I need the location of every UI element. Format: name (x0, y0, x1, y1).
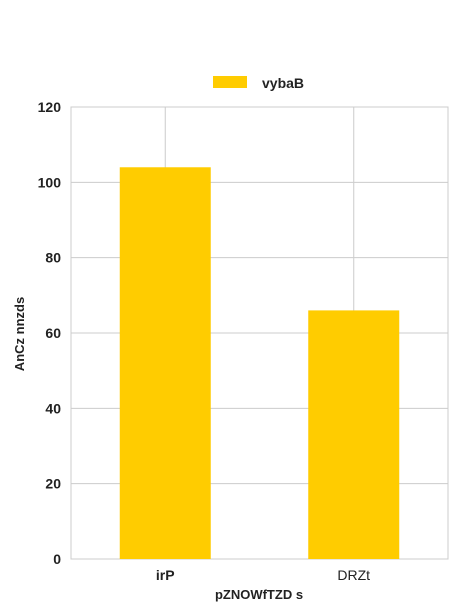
bar (308, 310, 400, 559)
legend-swatch (213, 76, 247, 88)
y-axis-title: AnCz nnzds (12, 297, 27, 371)
y-tick-label: 60 (45, 325, 61, 341)
y-tick-label: 100 (38, 174, 62, 190)
y-tick-label: 120 (38, 99, 62, 115)
axes-layer: 0 20 40 60 80 100 120 irP DRZt (38, 99, 371, 583)
y-tick-label: 80 (45, 250, 61, 266)
legend: vybaB (213, 75, 304, 91)
bar (119, 167, 211, 559)
bars-layer (119, 167, 400, 559)
y-tick-label: 0 (53, 551, 61, 567)
plot-frame (70, 106, 449, 560)
x-tick-label: DRZt (337, 567, 370, 583)
y-tick-label: 40 (45, 400, 61, 416)
x-tick-label: irP (156, 567, 175, 583)
y-tick-label: 20 (45, 476, 61, 492)
legend-label: vybaB (262, 75, 304, 91)
x-axis-title: pZNOWfTZD s (215, 587, 303, 602)
